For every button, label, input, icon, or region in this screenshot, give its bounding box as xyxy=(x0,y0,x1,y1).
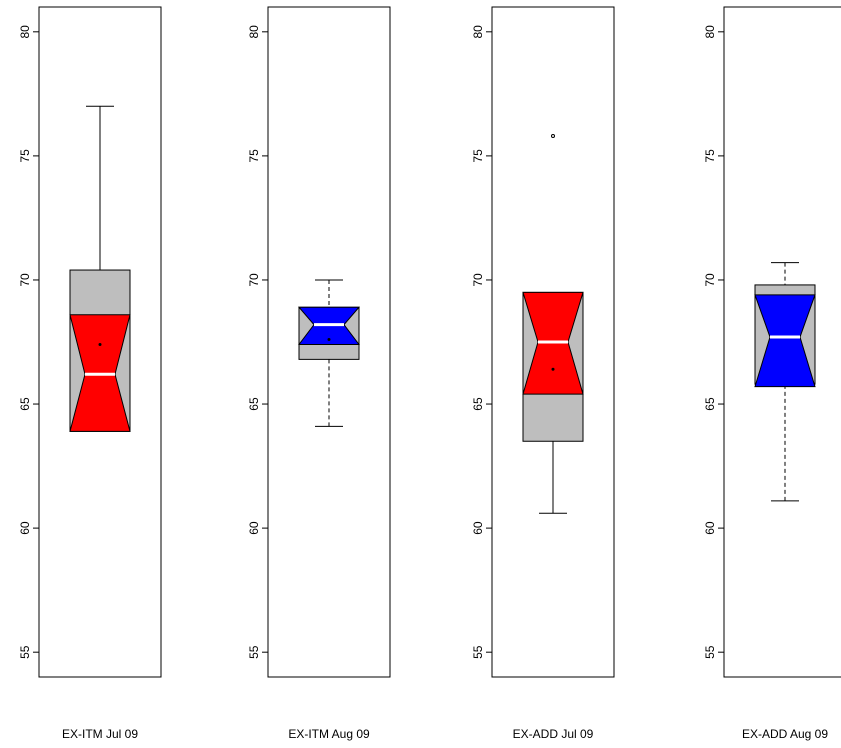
mean-point xyxy=(551,367,555,371)
y-tick-label: 80 xyxy=(18,25,32,39)
y-tick-label: 60 xyxy=(471,521,485,535)
plot-frame xyxy=(267,6,391,678)
plot-frame xyxy=(491,6,615,678)
mean-point xyxy=(98,342,102,346)
y-tick-label: 80 xyxy=(471,25,485,39)
y-tick-label: 70 xyxy=(703,273,717,287)
mean-point xyxy=(327,338,331,342)
y-tick-label: 55 xyxy=(18,645,32,659)
y-tick-label: 55 xyxy=(703,645,717,659)
y-tick-label: 65 xyxy=(471,397,485,411)
plot-frame xyxy=(723,6,841,678)
x-category-label: EX-ITM Aug 09 xyxy=(288,727,370,741)
y-tick-label: 65 xyxy=(703,397,717,411)
y-tick-label: 75 xyxy=(471,149,485,163)
y-tick-label: 65 xyxy=(247,397,261,411)
plot-frame xyxy=(38,6,162,678)
y-tick-label: 75 xyxy=(247,149,261,163)
y-tick-label: 75 xyxy=(703,149,717,163)
y-tick-label: 80 xyxy=(247,25,261,39)
y-tick-label: 60 xyxy=(247,521,261,535)
y-tick-label: 70 xyxy=(18,273,32,287)
y-tick-label: 65 xyxy=(18,397,32,411)
x-category-label: EX-ADD Jul 09 xyxy=(513,727,594,741)
y-tick-label: 60 xyxy=(703,521,717,535)
y-tick-label: 70 xyxy=(247,273,261,287)
y-tick-label: 80 xyxy=(703,25,717,39)
x-category-label: EX-ITM Jul 09 xyxy=(62,727,138,741)
x-category-label: EX-ADD Aug 09 xyxy=(742,727,828,741)
y-tick-label: 75 xyxy=(18,149,32,163)
y-tick-label: 55 xyxy=(471,645,485,659)
y-tick-label: 70 xyxy=(471,273,485,287)
y-tick-label: 55 xyxy=(247,645,261,659)
y-tick-label: 60 xyxy=(18,521,32,535)
outlier xyxy=(551,134,555,139)
